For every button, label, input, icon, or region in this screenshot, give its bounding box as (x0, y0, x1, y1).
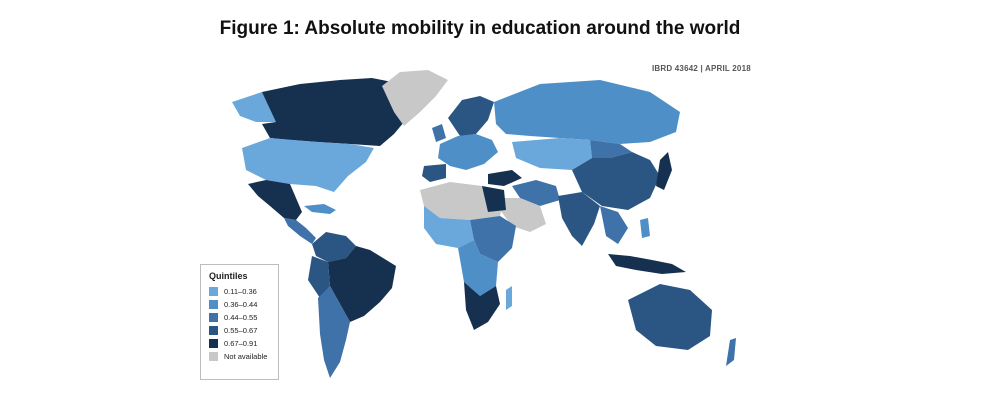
region-central-africa (458, 240, 498, 296)
region-southern-africa (464, 282, 500, 330)
legend-label: 0.11–0.36 (224, 287, 257, 296)
legend-label: 0.44–0.55 (224, 313, 258, 322)
region-usa (242, 138, 374, 192)
region-scandinavia (448, 96, 494, 136)
region-russia (494, 80, 680, 144)
legend-title: Quintiles (209, 271, 248, 281)
region-turkey (488, 170, 522, 186)
region-uk (432, 124, 446, 142)
region-china (572, 152, 660, 210)
region-western-europe (438, 134, 498, 170)
region-east-africa (470, 216, 516, 262)
region-north-africa (420, 182, 504, 220)
legend-item: 0.11–0.36 (209, 285, 278, 298)
region-madagascar (506, 286, 512, 310)
legend-label: 0.36–0.44 (224, 300, 258, 309)
legend-item: 0.36–0.44 (209, 298, 278, 311)
legend-swatch (209, 352, 218, 361)
region-west-africa (424, 206, 474, 248)
region-japan-korea (656, 152, 672, 190)
legend-item: Not available (209, 350, 278, 363)
region-brazil (328, 246, 396, 322)
region-canada (262, 78, 418, 146)
region-philippines (640, 218, 650, 238)
legend-item: 0.44–0.55 (209, 311, 278, 324)
region-central-america (284, 218, 316, 244)
region-peru-bolivia (308, 256, 330, 298)
legend-label: 0.67–0.91 (224, 339, 258, 348)
legend-label: 0.55–0.67 (224, 326, 258, 335)
region-caribbean (304, 204, 336, 214)
legend-swatch (209, 313, 218, 322)
region-southeast-asia (600, 206, 628, 244)
legend-label: Not available (224, 352, 268, 361)
region-egypt (482, 186, 506, 212)
region-colombia-venezuela (312, 232, 356, 262)
region-greenland (382, 70, 448, 126)
region-chile-argentina (318, 286, 350, 378)
region-iran-gulf (512, 180, 560, 206)
region-iberia (422, 164, 446, 182)
legend-item: 0.55–0.67 (209, 324, 278, 337)
legend-swatch (209, 287, 218, 296)
region-australia (628, 284, 712, 350)
map-reference-code: IBRD 43642 | APRIL 2018 (652, 64, 751, 73)
legend-swatch (209, 300, 218, 309)
region-india (558, 192, 600, 246)
legend-swatch (209, 326, 218, 335)
region-central-asia (512, 138, 592, 170)
region-mongolia (590, 140, 632, 158)
legend-swatch (209, 339, 218, 348)
legend-item: 0.67–0.91 (209, 337, 278, 350)
region-mexico (248, 180, 302, 220)
map-legend: Quintiles 0.11–0.36 0.36–0.44 0.44–0.55 … (200, 264, 279, 380)
region-indonesia (608, 254, 686, 274)
region-new-zealand (726, 338, 736, 366)
figure-title: Figure 1: Absolute mobility in education… (219, 18, 741, 39)
